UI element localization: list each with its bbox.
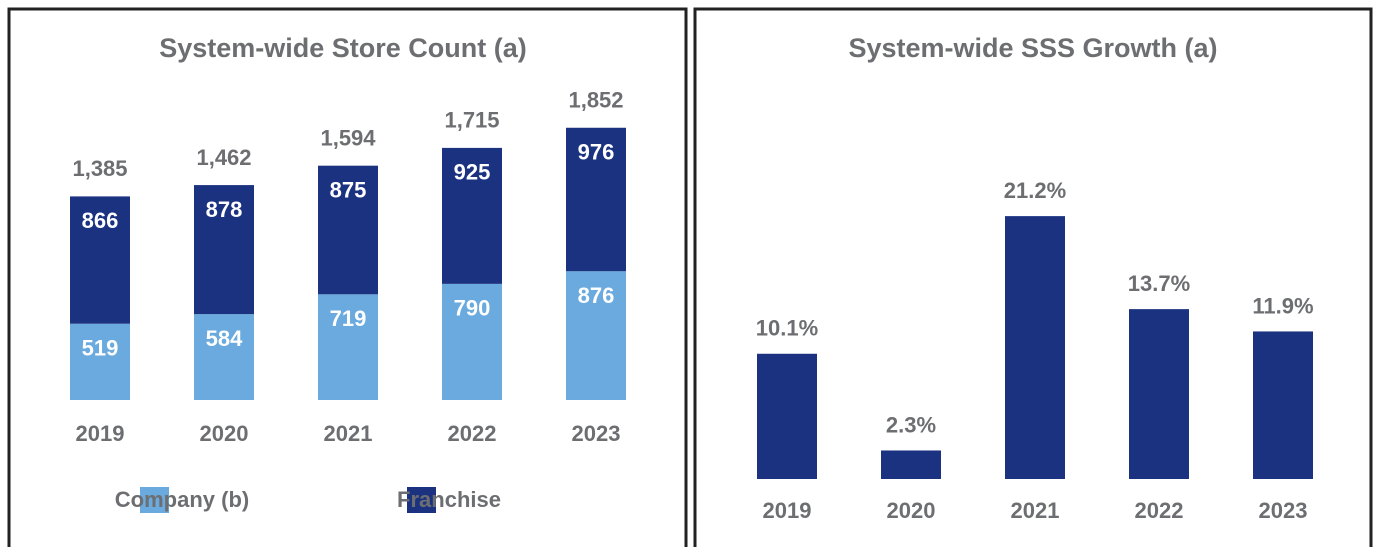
segment-label: 876 — [578, 283, 615, 308]
bar-segment — [70, 323, 130, 400]
total-label: 1,385 — [72, 156, 127, 181]
chart-title: System-wide Store Count (a) — [159, 33, 527, 63]
value-label: 21.2% — [1004, 178, 1066, 203]
x-tick-label: 2021 — [1011, 498, 1060, 523]
legend-swatch — [140, 487, 169, 513]
segment-label: 875 — [330, 177, 367, 202]
segment-label: 878 — [206, 197, 243, 222]
x-tick-label: 2022 — [1135, 498, 1184, 523]
segment-label: 584 — [206, 326, 243, 351]
legend-label: Company (b) — [115, 487, 249, 512]
bar — [1005, 216, 1065, 479]
bar-segment — [566, 271, 626, 400]
total-label: 1,715 — [444, 108, 499, 133]
legend-swatch — [407, 487, 436, 513]
bar-segment — [566, 127, 626, 272]
bar-segment — [442, 147, 502, 284]
value-label: 10.1% — [756, 316, 818, 341]
value-label: 2.3% — [886, 412, 936, 437]
segment-label: 790 — [454, 296, 491, 321]
x-tick-label: 2023 — [1259, 498, 1308, 523]
bar-segment — [318, 165, 378, 295]
panel-border — [7, 7, 688, 547]
bar-segment — [442, 283, 502, 400]
legend-label: Franchise — [397, 487, 501, 512]
total-label: 1,594 — [320, 125, 376, 150]
bar-segment — [194, 314, 254, 400]
bar-segment — [318, 294, 378, 400]
panel-border — [693, 7, 1373, 547]
bar — [1253, 331, 1313, 479]
segment-label: 866 — [82, 208, 119, 233]
x-tick-label: 2020 — [200, 421, 249, 446]
total-label: 1,852 — [568, 88, 623, 113]
value-label: 11.9% — [1252, 293, 1313, 318]
bar — [757, 353, 817, 479]
total-label: 1,462 — [196, 145, 251, 170]
segment-label: 519 — [82, 336, 119, 361]
segment-label: 925 — [454, 160, 491, 185]
value-label: 13.7% — [1128, 271, 1190, 296]
bar — [881, 450, 941, 479]
x-tick-label: 2019 — [76, 421, 125, 446]
x-tick-label: 2020 — [887, 498, 936, 523]
x-tick-label: 2019 — [763, 498, 812, 523]
bar-segment — [194, 185, 254, 315]
x-tick-label: 2023 — [572, 421, 621, 446]
x-tick-label: 2021 — [324, 421, 373, 446]
bar — [1129, 309, 1189, 479]
bar-segment — [70, 196, 130, 324]
segment-label: 976 — [578, 140, 615, 165]
chart-title: System-wide SSS Growth (a) — [848, 33, 1217, 63]
x-tick-label: 2022 — [448, 421, 497, 446]
segment-label: 719 — [330, 306, 367, 331]
